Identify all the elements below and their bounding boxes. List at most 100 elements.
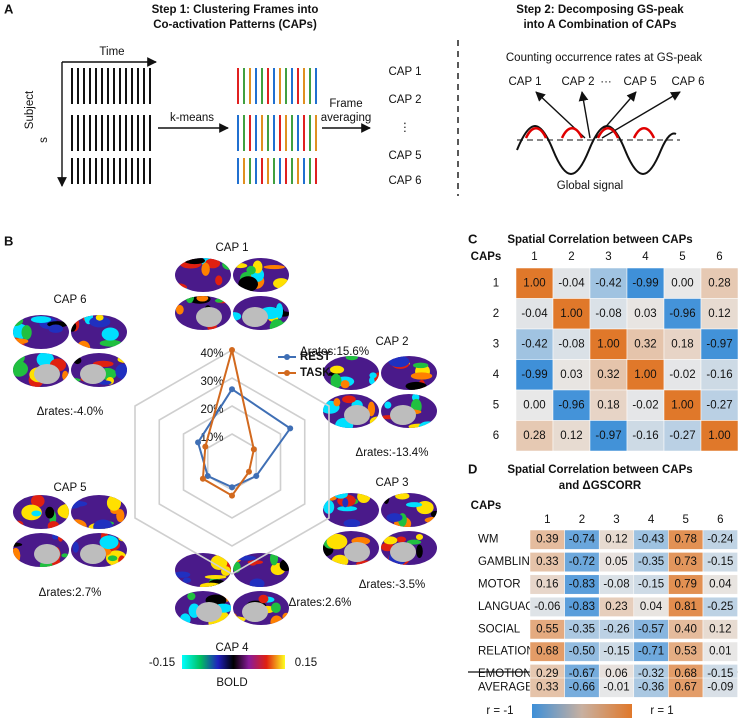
blob xyxy=(415,534,424,540)
row-label: LANGUAGE xyxy=(478,601,542,613)
brain-map xyxy=(13,495,127,567)
data-point xyxy=(204,473,211,479)
brain-map xyxy=(323,356,437,428)
cell-value: 0.32 xyxy=(597,369,619,381)
row-label: MOTOR xyxy=(478,579,521,591)
blob xyxy=(98,380,112,385)
cell-value: -0.97 xyxy=(706,338,732,350)
heatmap-cell xyxy=(589,359,628,391)
blob xyxy=(416,544,423,558)
legend-swatch xyxy=(284,354,290,360)
column-header: 1 xyxy=(544,514,550,526)
heatmap-cell xyxy=(700,420,739,452)
blob xyxy=(36,353,54,368)
blob xyxy=(95,315,104,321)
row-label: 2 xyxy=(493,308,499,320)
cell-value: 0.73 xyxy=(675,556,697,568)
heatmap-cell xyxy=(663,359,702,391)
cell-value: 1.00 xyxy=(634,369,656,381)
cell-value: -0.04 xyxy=(521,308,548,320)
panel-label: A xyxy=(4,1,14,16)
arrow-label: Frame xyxy=(329,98,362,110)
cell-value: 0.53 xyxy=(675,646,697,658)
data-point xyxy=(202,443,209,450)
column-header: 5 xyxy=(682,514,688,526)
cell-value: 0.12 xyxy=(560,430,582,442)
step2-note: Counting occurrence rates at GS-peak xyxy=(506,52,702,64)
cell-value: -0.08 xyxy=(558,338,584,350)
blob xyxy=(270,615,283,625)
blob xyxy=(52,533,59,540)
cap-label: ⋮ xyxy=(399,122,411,134)
cell-value: -0.08 xyxy=(603,579,629,591)
blob xyxy=(47,521,60,529)
grid-ring xyxy=(182,405,282,519)
blob xyxy=(275,303,284,319)
step1-title: Co-activation Patterns (CAPs) xyxy=(153,19,317,31)
blob xyxy=(182,577,191,583)
panel-title: Spatial Correlation between CAPs xyxy=(507,464,692,476)
blob xyxy=(381,394,394,399)
cell-value: 0.68 xyxy=(536,646,558,658)
grid-ring xyxy=(134,349,330,575)
blob xyxy=(418,421,437,428)
cell-value: 0.39 xyxy=(536,534,558,546)
cell-value: -0.96 xyxy=(669,308,695,320)
blob xyxy=(342,395,356,404)
row-label: EMOTION xyxy=(478,668,532,680)
blob xyxy=(412,362,429,369)
blob xyxy=(187,592,196,601)
row-label: WM xyxy=(478,534,498,546)
blob xyxy=(13,520,24,529)
heatmap-cell xyxy=(702,596,738,617)
cell-value: 0.05 xyxy=(605,556,627,568)
data-point xyxy=(287,425,294,432)
column-header: 3 xyxy=(613,514,619,526)
blob xyxy=(184,258,206,265)
medial-wall xyxy=(242,307,268,327)
delta-rate: Δrates:-4.0% xyxy=(37,406,103,418)
cell-value: 1.00 xyxy=(708,430,730,442)
colorbar-label: r = -1 xyxy=(486,705,513,717)
blob xyxy=(343,519,361,527)
cell-value: 0.04 xyxy=(640,601,663,613)
table-corner: CAPs xyxy=(471,251,502,263)
arrow-label: averaging xyxy=(321,112,372,124)
blob xyxy=(175,287,189,292)
cell-value: 0.12 xyxy=(605,534,627,546)
blob xyxy=(263,265,285,270)
cell-value: 1.00 xyxy=(523,277,545,289)
column-header: 6 xyxy=(717,514,723,526)
heatmap-cell xyxy=(626,298,665,330)
heatmap-cell xyxy=(589,298,628,330)
blob xyxy=(71,321,77,332)
column-header: 3 xyxy=(605,251,611,263)
cell-value: -0.09 xyxy=(707,682,733,694)
cell-value: 0.81 xyxy=(675,601,697,613)
blob xyxy=(116,509,125,523)
delta-rate: Δrates:-3.5% xyxy=(359,579,425,591)
heatmap-cell xyxy=(589,420,628,452)
medial-wall xyxy=(34,544,60,564)
cell-value: 0.00 xyxy=(671,277,693,289)
blob xyxy=(61,553,69,558)
cell-value: 0.40 xyxy=(675,623,697,635)
column-header: 6 xyxy=(716,251,722,263)
blob xyxy=(369,416,379,427)
cell-value: -0.57 xyxy=(638,623,664,635)
cell-value: -0.72 xyxy=(569,556,595,568)
data-point xyxy=(199,475,206,482)
cell-value: -0.83 xyxy=(569,579,595,591)
data-point xyxy=(195,439,202,446)
blob xyxy=(175,571,191,578)
blob xyxy=(175,296,181,305)
cell-value: 0.28 xyxy=(523,430,545,442)
blob xyxy=(258,594,269,604)
cell-value: 0.06 xyxy=(605,668,627,680)
cell-value: 0.32 xyxy=(634,338,656,350)
blob xyxy=(93,519,113,529)
cap-label: CAP 2 xyxy=(388,94,421,106)
legend-label: REST xyxy=(300,351,331,363)
heatmap-cell xyxy=(663,389,702,421)
cell-value: -0.24 xyxy=(707,534,734,546)
